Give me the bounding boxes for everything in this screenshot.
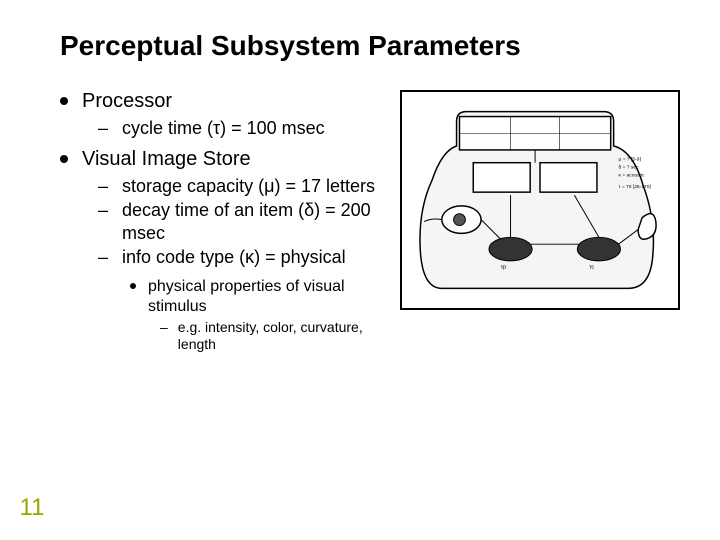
bullet-text: physical properties of visual stimulus — [148, 277, 380, 317]
processor-right — [577, 237, 620, 261]
bullet-text: Processor — [82, 90, 172, 113]
svg-text:δ = 7 sec: δ = 7 sec — [619, 165, 640, 171]
bullet-text: e.g. intensity, color, curvature, length — [178, 319, 380, 354]
dash-icon: – — [98, 176, 108, 197]
processor-left — [489, 237, 532, 261]
slide-container: Perceptual Subsystem Parameters Processo… — [0, 0, 720, 540]
bullet-text: info code type (κ) = physical — [122, 246, 346, 269]
wm-box-right — [540, 163, 597, 192]
bullet-text: storage capacity (μ) = 17 letters — [122, 175, 375, 198]
svg-text:τ = 70 [25-170]: τ = 70 [25-170] — [619, 184, 652, 190]
bullet-dot-icon — [130, 283, 136, 289]
dash-icon: – — [98, 247, 108, 268]
mhp-diagram: μ = 7 [5-9] δ = 7 sec κ = acoustic τ = 7… — [400, 90, 680, 310]
bullet-decay-time: – decay time of an item (δ) = 200 msec — [98, 199, 380, 244]
content-row: Processor – cycle time (τ) = 100 msec Vi… — [40, 90, 680, 356]
bullet-dot-icon — [60, 155, 68, 163]
slide-title: Perceptual Subsystem Parameters — [60, 30, 680, 62]
bullet-info-code: – info code type (κ) = physical — [98, 246, 380, 269]
bullet-visual-image-store: Visual Image Store — [60, 148, 380, 171]
bullet-cycle-time: – cycle time (τ) = 100 msec — [98, 117, 380, 140]
bullet-physical-properties: physical properties of visual stimulus — [130, 277, 380, 317]
page-number: 11 — [0, 494, 64, 522]
dash-icon: – — [98, 200, 108, 221]
param-text-group: μ = 7 [5-9] δ = 7 sec κ = acoustic τ = 7… — [619, 157, 652, 190]
bullet-text: cycle time (τ) = 100 msec — [122, 117, 325, 140]
svg-text:τp: τp — [501, 265, 507, 271]
bullet-examples: – e.g. intensity, color, curvature, leng… — [160, 319, 380, 354]
svg-text:τc: τc — [589, 265, 594, 271]
dash-icon: – — [160, 319, 168, 335]
svg-text:μ = 7 [5-9]: μ = 7 [5-9] — [619, 157, 642, 163]
diagram-column: μ = 7 [5-9] δ = 7 sec κ = acoustic τ = 7… — [400, 90, 680, 356]
bullet-text: decay time of an item (δ) = 200 msec — [122, 199, 380, 244]
wm-box-left — [473, 163, 530, 192]
diagram-svg: μ = 7 [5-9] δ = 7 sec κ = acoustic τ = 7… — [402, 92, 678, 308]
dash-icon: – — [98, 118, 108, 139]
pupil — [454, 214, 466, 226]
bullet-text: Visual Image Store — [82, 148, 251, 171]
svg-text:κ = acoustic: κ = acoustic — [619, 172, 646, 178]
text-column: Processor – cycle time (τ) = 100 msec Vi… — [40, 90, 380, 356]
bullet-processor: Processor — [60, 90, 380, 113]
bullet-dot-icon — [60, 97, 68, 105]
bullet-storage-capacity: – storage capacity (μ) = 17 letters — [98, 175, 380, 198]
